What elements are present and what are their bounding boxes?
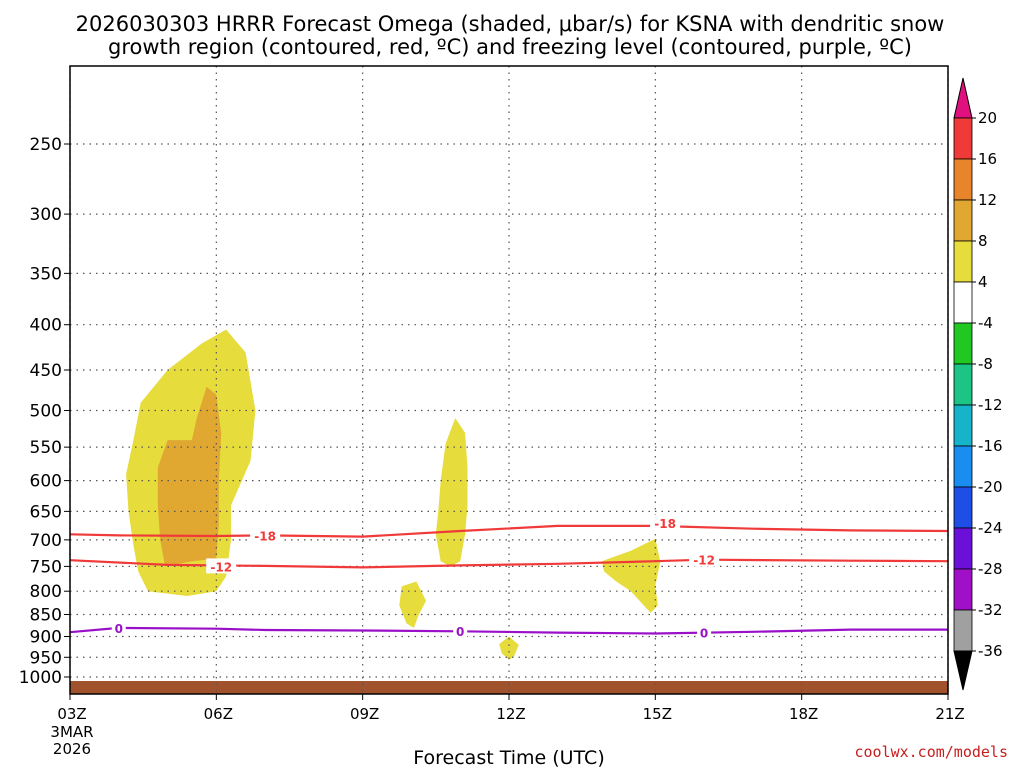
ground-bar: [70, 681, 948, 694]
y-tick-label-450: 450: [30, 361, 62, 381]
y-axis-ticks: 2503003504004505005506006507007508008509…: [19, 135, 70, 688]
colorbar-swatch-3: [953, 240, 973, 283]
colorbar-swatch-7: [953, 404, 973, 447]
x-tick-label-12Z: 12Z: [496, 705, 525, 723]
colorbar-swatch-9: [953, 486, 973, 529]
colorbar-swatch-1: [953, 158, 973, 201]
contour-label-3: 0: [700, 627, 708, 641]
title-line-1: 2026030303 HRRR Forecast Omega (shaded, …: [76, 12, 945, 36]
x-tick-label-03Z: 03Z: [57, 705, 86, 723]
y-tick-label-700: 700: [30, 531, 62, 551]
contour-label-2-bg: [453, 622, 468, 638]
colorbar-label-7: -12: [978, 396, 1003, 414]
y-tick-label-850: 850: [30, 606, 62, 626]
contour-label-3-bg: [697, 624, 712, 640]
chart-title: 2026030303 HRRR Forecast Omega (shaded, …: [76, 12, 945, 59]
dgz-minus18-line: [69, 524, 949, 538]
x-tick-sublabel-0: 3MAR: [50, 723, 93, 741]
colorbar-label-8: -16: [978, 437, 1003, 455]
colorbar-label-5: -4: [978, 314, 993, 332]
dgz-minus12-label-bg: [206, 558, 237, 574]
dgz-minus12-label: -12: [210, 560, 232, 574]
colorbar-label-3: 8: [978, 232, 988, 250]
colorbar-swatch-0: [953, 117, 973, 160]
x-tick-label-09Z: 09Z: [350, 705, 379, 723]
freezing-0-line: [69, 626, 948, 635]
y-tick-label-550: 550: [30, 438, 62, 458]
contour-lines: -18 -12 0 -18 -12 0 0: [69, 515, 949, 641]
x-tick-sublabel-1: 2026: [53, 740, 91, 758]
colorbar-label-12: -32: [978, 601, 1003, 619]
omega-region-1: [157, 386, 222, 567]
x-tick-label-21Z: 21Z: [935, 705, 964, 723]
dgz-minus18-label: -18: [254, 529, 276, 543]
contour-label-0: -18: [654, 517, 676, 531]
contour-label-0-bg: [650, 515, 681, 531]
colorbar-swatch-5: [953, 322, 973, 365]
colorbar-label-1: 16: [978, 150, 997, 168]
omega-region-5: [601, 538, 661, 613]
colorbar-swatch-8: [953, 445, 973, 488]
colorbar-label-2: 12: [978, 191, 997, 209]
omega-region-2: [435, 418, 468, 567]
credit-text: coolwx.com/models: [854, 743, 1008, 761]
colorbar-swatch-6: [953, 363, 973, 406]
x-tick-label-18Z: 18Z: [789, 705, 818, 723]
colorbar-swatch-2: [953, 199, 973, 242]
colorbar-top-triangle: [953, 77, 973, 119]
y-tick-label-950: 950: [30, 648, 62, 668]
colorbar-label-6: -8: [978, 355, 993, 373]
y-tick-label-1000: 1000: [19, 668, 62, 688]
colorbar-label-9: -20: [978, 478, 1003, 496]
title-line-2: growth region (contoured, red, ºC) and f…: [108, 35, 912, 59]
colorbar-label-10: -24: [978, 519, 1003, 537]
colorbar: 20 16 12 8 4 -4 -8 -12 -16 -20 -24 -28 -32 -36: [953, 77, 1003, 691]
y-tick-label-650: 650: [30, 502, 62, 522]
colorbar-swatch-10: [953, 527, 973, 570]
contour-label-2: 0: [456, 625, 464, 639]
colorbar-label-13: -36: [978, 642, 1003, 660]
y-tick-label-400: 400: [30, 316, 62, 336]
dgz-minus18-label-bg: [250, 527, 281, 543]
freezing-0-label: 0: [115, 622, 123, 636]
x-tick-label-06Z: 06Z: [204, 705, 233, 723]
y-tick-label-900: 900: [30, 627, 62, 647]
omega-shading: [109, 329, 661, 694]
colorbar-swatch-12: [953, 609, 973, 652]
contour-label-1: -12: [693, 554, 715, 568]
y-tick-label-500: 500: [30, 402, 62, 422]
ground-strip: [70, 681, 948, 694]
colorbar-label-11: -28: [978, 560, 1003, 578]
contour-label-1-bg: [689, 551, 720, 567]
y-tick-label-250: 250: [30, 135, 62, 155]
colorbar-swatch-4: [953, 281, 973, 324]
omega-region-4: [499, 636, 519, 660]
x-axis-title: Forecast Time (UTC): [413, 747, 604, 768]
colorbar-label-0: 20: [978, 109, 997, 127]
omega-region-3: [399, 581, 427, 628]
freezing-0-label-bg: [111, 619, 126, 635]
x-tick-label-15Z: 15Z: [643, 705, 672, 723]
colorbar-swatch-11: [953, 568, 973, 611]
y-tick-label-600: 600: [30, 472, 62, 492]
colorbar-bottom-triangle: [953, 650, 973, 691]
y-tick-label-750: 750: [30, 557, 62, 577]
y-tick-label-300: 300: [30, 205, 62, 225]
colorbar-label-4: 4: [978, 273, 988, 291]
y-tick-label-350: 350: [30, 264, 62, 284]
y-tick-label-800: 800: [30, 582, 62, 602]
